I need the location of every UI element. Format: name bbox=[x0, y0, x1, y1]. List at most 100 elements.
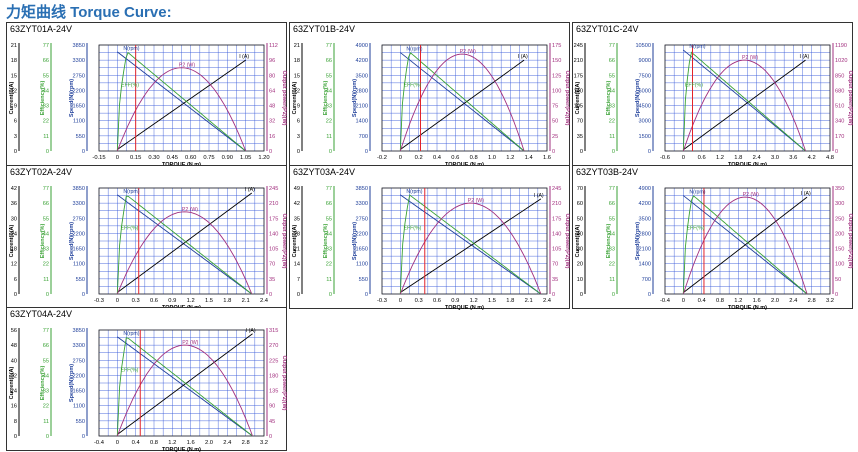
y-tick-label: 15 bbox=[294, 73, 300, 79]
speed-series-label: N(rpm) bbox=[123, 331, 139, 337]
power-tick-label: 105 bbox=[552, 247, 561, 253]
y-tick-label: 28 bbox=[294, 231, 300, 237]
x-tick-label: 0 bbox=[116, 440, 119, 446]
y-tick-label: 700 bbox=[642, 277, 651, 283]
y-tick-label: 2800 bbox=[356, 88, 368, 94]
y-tick-label: 0 bbox=[46, 149, 49, 155]
x-tick-label: 0.6 bbox=[433, 298, 441, 304]
x-tick-label: 1.8 bbox=[506, 298, 514, 304]
current-series-label: I (A) bbox=[801, 191, 811, 197]
y-tick-label: 1650 bbox=[356, 247, 368, 253]
power-tick-label: 0 bbox=[835, 292, 838, 298]
power-curve bbox=[682, 59, 807, 152]
y-tick-label: 22 bbox=[609, 262, 615, 268]
x-tick-label: -0.6 bbox=[660, 155, 670, 161]
y-tick-label: 3850 bbox=[73, 328, 85, 334]
power-tick-label: 100 bbox=[835, 262, 844, 268]
plot-frame bbox=[98, 44, 265, 152]
speed-line bbox=[400, 194, 542, 295]
efficiency-curve bbox=[399, 194, 542, 295]
plot-frame bbox=[98, 187, 265, 295]
power-tick-label: 270 bbox=[269, 343, 278, 349]
x-tick-label: 3.0 bbox=[771, 155, 779, 161]
x-tick-label: 1.0 bbox=[488, 155, 496, 161]
power-tick-label: 1190 bbox=[835, 43, 847, 49]
power-tick-label: 50 bbox=[552, 119, 558, 125]
x-tick-label: 3.2 bbox=[260, 440, 268, 446]
speed-series-label: N(rpm) bbox=[689, 44, 705, 50]
y-tick-label: 33 bbox=[326, 104, 332, 110]
power-tick-label: 35 bbox=[552, 277, 558, 283]
y-tick-label: 66 bbox=[609, 201, 615, 207]
power-axis-title: Output power(P2)(W) bbox=[281, 71, 287, 126]
grid bbox=[98, 44, 265, 152]
y-tick-label: 55 bbox=[43, 73, 49, 79]
efficiency-series-label: EFF(%) bbox=[121, 83, 139, 89]
y-tick-label: 11 bbox=[326, 134, 332, 140]
y-tick-label: 175 bbox=[574, 73, 583, 79]
chart-svg: 0 6 12 18 24 30 36 42 Current(I)(A) 0 11 22 33 44 55 66… bbox=[9, 186, 287, 310]
y-tick-label: 2750 bbox=[73, 216, 85, 222]
y-tick-label: 11 bbox=[43, 419, 49, 425]
current-line bbox=[117, 59, 246, 150]
y-tick-label: 44 bbox=[43, 373, 49, 379]
x-axis-title: TORQUE (N.m) bbox=[728, 305, 767, 310]
power-tick-label: 175 bbox=[269, 216, 278, 222]
y-tick-label: 140 bbox=[574, 88, 583, 94]
x-tick-label: 2.0 bbox=[771, 298, 779, 304]
y-axis-title: Speed(N)(rpm) bbox=[69, 222, 75, 260]
power-tick-label: 96 bbox=[269, 58, 275, 64]
plot-frame bbox=[664, 44, 831, 152]
x-tick-label: 1.2 bbox=[716, 155, 724, 161]
current-series-label: I (A) bbox=[518, 54, 528, 60]
y-tick-label: 21 bbox=[294, 247, 300, 253]
y-tick-label: 3000 bbox=[639, 119, 651, 125]
y-tick-label: 7 bbox=[297, 277, 300, 283]
grid bbox=[664, 44, 831, 152]
chart-title: 63ZYT03A-24V bbox=[293, 167, 356, 177]
y-tick-label: 0 bbox=[82, 292, 85, 298]
x-tick-label: 0.60 bbox=[185, 155, 196, 161]
x-tick-label: 0.4 bbox=[433, 155, 442, 161]
current-series-label: I (A) bbox=[239, 54, 249, 60]
y-tick-label: 32 bbox=[11, 373, 17, 379]
y-tick-label: 3300 bbox=[356, 201, 368, 207]
y-axis-title: Efficiency(%) bbox=[606, 81, 612, 116]
y-tick-label: 21 bbox=[11, 43, 17, 49]
chart-title: 63ZYT01A-24V bbox=[10, 24, 73, 34]
power-tick-label: 0 bbox=[835, 149, 838, 155]
x-tick-label: 1.6 bbox=[753, 298, 761, 304]
y-tick-label: 20 bbox=[577, 262, 583, 268]
y-tick-label: 2200 bbox=[356, 231, 368, 237]
chart-panel: 63ZYT01B-24V 0 3 6 9 12 15 18 21 Current(I)(A) 0 11… bbox=[289, 22, 570, 167]
y-tick-label: 1650 bbox=[73, 247, 85, 253]
y-tick-label: 44 bbox=[609, 88, 615, 94]
x-tick-label: -0.15 bbox=[92, 155, 105, 161]
y-tick-label: 42 bbox=[294, 201, 300, 207]
y-tick-label: 0 bbox=[365, 149, 368, 155]
y-tick-label: 77 bbox=[609, 186, 615, 192]
y-tick-label: 7500 bbox=[639, 73, 651, 79]
y-tick-label: 50 bbox=[577, 216, 583, 222]
y-tick-label: 33 bbox=[326, 247, 332, 253]
y-tick-label: 70 bbox=[577, 186, 583, 192]
y-tick-label: 3500 bbox=[639, 216, 651, 222]
power-series-label: P2 (W) bbox=[468, 198, 484, 204]
power-tick-label: 175 bbox=[552, 216, 561, 222]
x-axis-title: TORQUE (N.m) bbox=[445, 305, 484, 310]
y-tick-label: 18 bbox=[11, 58, 17, 64]
y-tick-label: 66 bbox=[326, 58, 332, 64]
x-tick-label: 0.9 bbox=[451, 298, 459, 304]
x-tick-label: 1.05 bbox=[240, 155, 251, 161]
power-axis-title: Output power(P2)(W) bbox=[564, 214, 570, 269]
x-tick-label: 0 bbox=[682, 298, 685, 304]
y-tick-label: 4500 bbox=[639, 104, 651, 110]
y-tick-label: 10500 bbox=[635, 43, 651, 49]
x-tick-label: 0.15 bbox=[130, 155, 141, 161]
y-tick-label: 77 bbox=[43, 328, 49, 334]
power-tick-label: 140 bbox=[269, 231, 278, 237]
y-tick-label: 12 bbox=[11, 262, 17, 268]
y-tick-label: 6 bbox=[14, 119, 17, 125]
y-axis-title: Current(I)(A) bbox=[292, 81, 298, 114]
y-axis-title: Current(I)(A) bbox=[9, 81, 15, 114]
